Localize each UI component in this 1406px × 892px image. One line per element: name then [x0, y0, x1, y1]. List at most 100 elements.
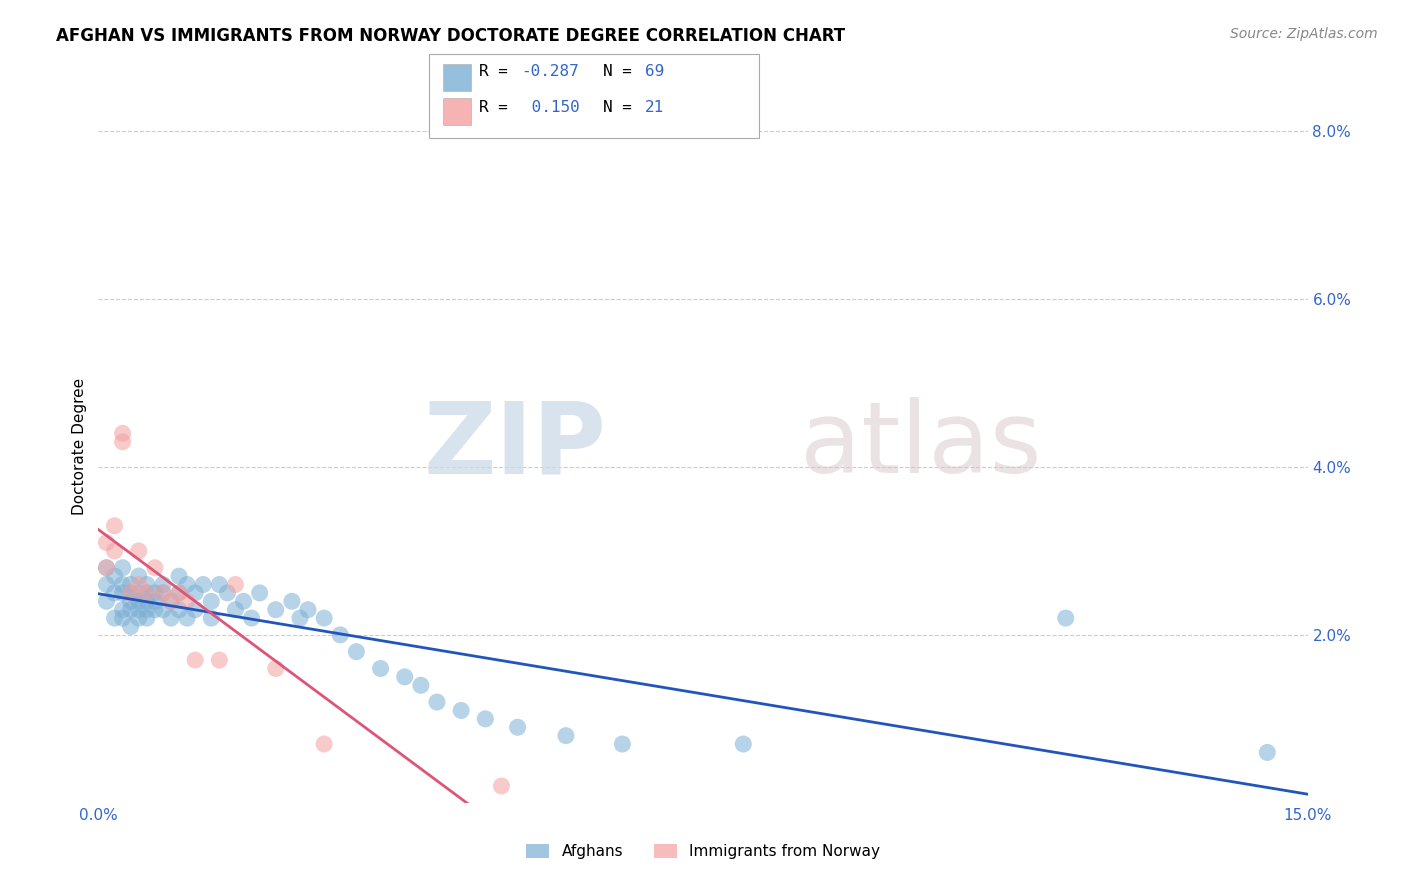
Point — [474, 712, 496, 726]
Text: ZIP: ZIP — [423, 398, 606, 494]
Point — [128, 544, 150, 558]
Point — [224, 603, 246, 617]
Point — [128, 577, 150, 591]
Point — [733, 737, 755, 751]
Point — [184, 603, 207, 617]
Text: 0.150: 0.150 — [522, 100, 579, 115]
Point — [128, 586, 150, 600]
Point — [240, 611, 263, 625]
Point — [120, 586, 142, 600]
Text: -0.287: -0.287 — [522, 64, 579, 79]
Point — [297, 603, 319, 617]
Point — [128, 569, 150, 583]
Point — [143, 603, 166, 617]
Legend: Afghans, Immigrants from Norway: Afghans, Immigrants from Norway — [526, 845, 880, 859]
Point — [128, 603, 150, 617]
Point — [96, 577, 118, 591]
Point — [394, 670, 416, 684]
Point — [111, 560, 134, 574]
Point — [184, 653, 207, 667]
Point — [143, 586, 166, 600]
Point — [491, 779, 513, 793]
Point — [314, 611, 336, 625]
Point — [152, 603, 174, 617]
Point — [128, 594, 150, 608]
Point — [135, 594, 157, 608]
Point — [314, 737, 336, 751]
Point — [288, 611, 311, 625]
Point — [1256, 746, 1278, 760]
Point — [111, 603, 134, 617]
Point — [167, 586, 190, 600]
Point — [128, 611, 150, 625]
Point — [217, 586, 239, 600]
Point — [120, 594, 142, 608]
Point — [135, 603, 157, 617]
Point — [120, 619, 142, 633]
Point — [200, 611, 222, 625]
Point — [143, 594, 166, 608]
Point — [152, 586, 174, 600]
Point — [208, 653, 231, 667]
Text: atlas: atlas — [800, 398, 1042, 494]
Point — [370, 661, 392, 675]
Text: N =: N = — [603, 100, 641, 115]
Text: Source: ZipAtlas.com: Source: ZipAtlas.com — [1230, 27, 1378, 41]
Point — [103, 611, 125, 625]
Text: 21: 21 — [645, 100, 665, 115]
Point — [555, 729, 578, 743]
Point — [612, 737, 634, 751]
Point — [111, 577, 134, 591]
Point — [176, 594, 198, 608]
Point — [103, 569, 125, 583]
Point — [160, 611, 183, 625]
Point — [1054, 611, 1077, 625]
Text: 69: 69 — [645, 64, 665, 79]
Point — [135, 586, 157, 600]
Text: N =: N = — [603, 64, 641, 79]
Text: R =: R = — [479, 100, 517, 115]
Point — [167, 586, 190, 600]
Point — [329, 628, 352, 642]
Point — [344, 645, 367, 659]
Point — [103, 586, 125, 600]
Point — [135, 611, 157, 625]
Text: R =: R = — [479, 64, 517, 79]
Point — [167, 603, 190, 617]
Point — [232, 594, 254, 608]
Point — [264, 603, 287, 617]
Point — [120, 586, 142, 600]
Point — [224, 577, 246, 591]
Point — [111, 611, 134, 625]
Point — [450, 703, 472, 717]
Point — [409, 678, 432, 692]
Point — [96, 560, 118, 574]
Point — [103, 544, 125, 558]
Point — [249, 586, 271, 600]
Point — [426, 695, 449, 709]
Point — [160, 594, 183, 608]
Text: AFGHAN VS IMMIGRANTS FROM NORWAY DOCTORATE DEGREE CORRELATION CHART: AFGHAN VS IMMIGRANTS FROM NORWAY DOCTORA… — [56, 27, 845, 45]
Point — [111, 586, 134, 600]
Point — [111, 434, 134, 449]
Point — [167, 569, 190, 583]
Point — [120, 603, 142, 617]
Point — [506, 720, 529, 734]
Point — [96, 594, 118, 608]
Point — [96, 560, 118, 574]
Point — [208, 577, 231, 591]
Point — [264, 661, 287, 675]
Point — [281, 594, 304, 608]
Point — [184, 586, 207, 600]
Point — [143, 560, 166, 574]
Point — [152, 586, 174, 600]
Point — [103, 518, 125, 533]
Point — [176, 577, 198, 591]
Point — [111, 426, 134, 441]
Point — [120, 577, 142, 591]
Point — [176, 611, 198, 625]
Point — [96, 535, 118, 549]
Point — [200, 594, 222, 608]
Point — [135, 586, 157, 600]
Point — [160, 594, 183, 608]
